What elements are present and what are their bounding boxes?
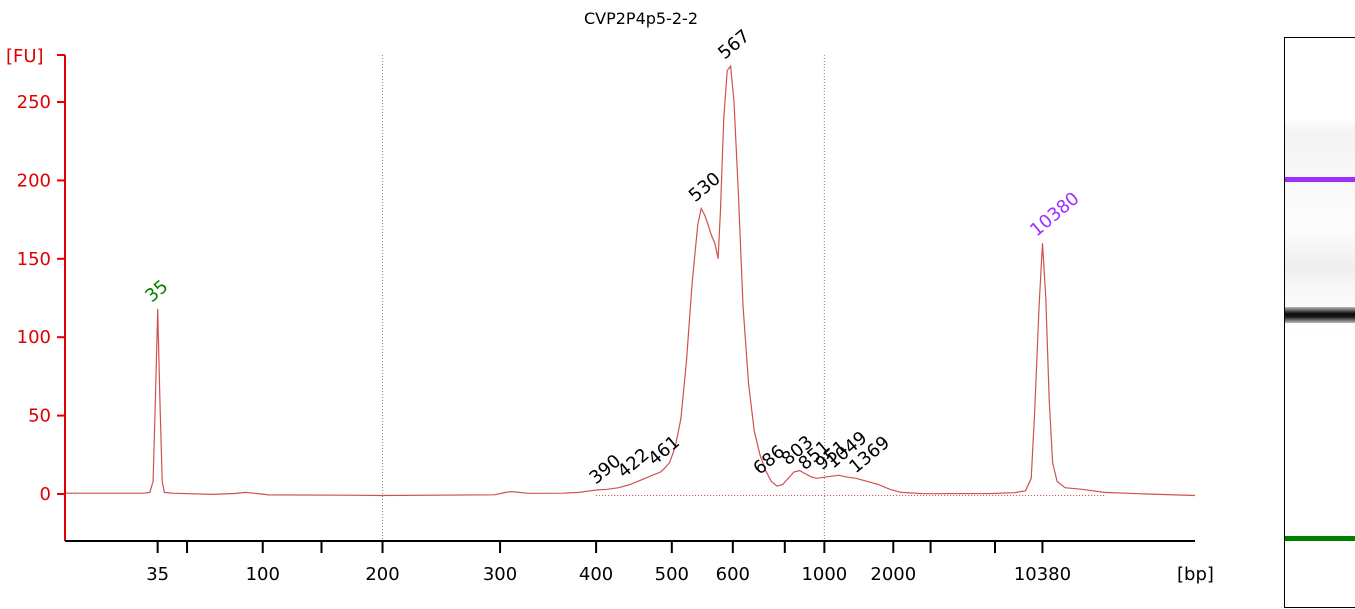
y-tick-label: 0: [40, 484, 51, 505]
x-tick-label: 200: [365, 564, 399, 585]
gel-band-lower-marker: [1285, 536, 1355, 542]
y-tick-label: 50: [28, 406, 51, 427]
x-tick-label: 300: [483, 564, 517, 585]
peak-label: 461: [644, 432, 684, 470]
electropherogram: CVP2P4p5-2-2 0 50 100 150 200 250 35 100 200 300…: [6, 9, 1214, 585]
x-tick-label: 10380: [1014, 564, 1071, 585]
x-tick-label: 2000: [870, 564, 916, 585]
trace-line: [65, 64, 1196, 497]
peak-label: 567: [714, 26, 754, 64]
gel-lane: [1284, 37, 1355, 608]
x-tick-label: 100: [246, 564, 280, 585]
x-tick-label: 400: [579, 564, 613, 585]
y-axis-label: [FU]: [6, 46, 44, 67]
peak-label: 10380: [1026, 188, 1083, 241]
y-tick-label: 100: [17, 327, 51, 348]
gel-band-main-band: [1285, 306, 1355, 323]
x-axis-label: [bp]: [1177, 564, 1214, 585]
y-tick-label: 200: [17, 170, 51, 191]
gel-band-upper-marker: [1285, 176, 1355, 182]
x-tick-label: 500: [655, 564, 689, 585]
peak-label: 35: [141, 276, 172, 307]
y-tick-label: 150: [17, 249, 51, 270]
chart-title: CVP2P4p5-2-2: [584, 9, 698, 28]
y-tick-label: 250: [17, 92, 51, 113]
x-tick-label: 35: [146, 564, 169, 585]
x-tick-label: 600: [716, 564, 750, 585]
peak-label: 530: [685, 168, 725, 206]
x-tick-label: 1000: [801, 564, 847, 585]
